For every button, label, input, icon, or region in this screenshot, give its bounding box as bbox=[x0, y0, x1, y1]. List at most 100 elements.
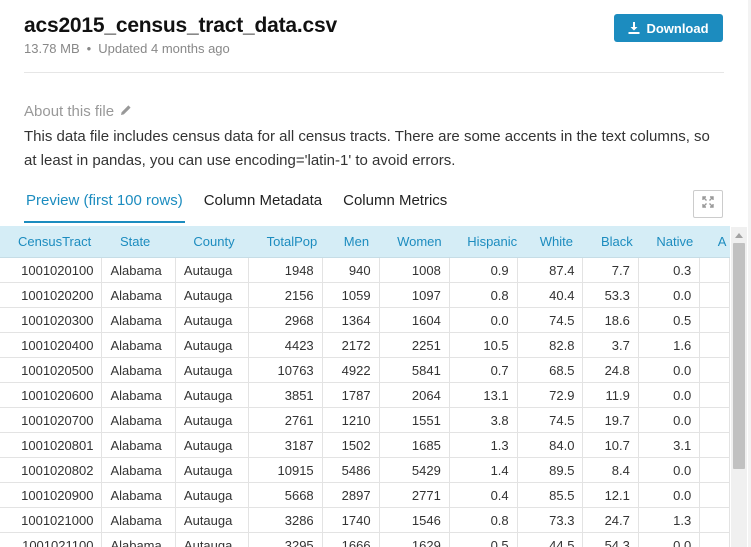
table-row[interactable]: 1001020900 Alabama Autauga 5668 2897 2771 0.4 8… bbox=[0, 482, 730, 508]
table-cell: 5486 bbox=[322, 457, 380, 483]
file-size: 13.78 MB bbox=[24, 41, 80, 56]
table-cell: Alabama bbox=[101, 282, 176, 308]
tab-column-metrics[interactable]: Column Metrics bbox=[343, 192, 448, 209]
column-header[interactable]: CensusTract bbox=[0, 226, 102, 258]
column-header[interactable]: State bbox=[101, 226, 176, 258]
table-cell bbox=[699, 357, 730, 383]
table-cell: 0.8 bbox=[449, 507, 518, 533]
table-cell: 72.9 bbox=[517, 382, 584, 408]
page-edge bbox=[748, 0, 751, 547]
download-button[interactable]: Download bbox=[614, 14, 723, 42]
column-header[interactable]: Hispanic bbox=[449, 226, 518, 258]
table-cell: 3.1 bbox=[638, 432, 701, 458]
table-cell: 8.4 bbox=[582, 457, 639, 483]
table-cell: 3.7 bbox=[582, 332, 639, 358]
scrollbar-thumb[interactable] bbox=[733, 243, 745, 469]
table-row[interactable]: 1001020600 Alabama Autauga 3851 1787 2064 13.1… bbox=[0, 382, 730, 408]
table-cell bbox=[699, 482, 730, 508]
table-cell: 1.4 bbox=[449, 457, 518, 483]
data-preview-grid[interactable]: CensusTract State County TotalPop Men Wo… bbox=[0, 226, 730, 547]
about-heading: About this file bbox=[24, 103, 132, 120]
column-header[interactable]: County bbox=[175, 226, 249, 258]
table-cell: Alabama bbox=[101, 507, 176, 533]
table-cell: Autauga bbox=[175, 257, 250, 283]
table-cell: Alabama bbox=[101, 382, 176, 408]
tab-column-metadata[interactable]: Column Metadata bbox=[203, 192, 323, 209]
table-row[interactable]: 1001020801 Alabama Autauga 3187 1502 1685 1.3 8… bbox=[0, 432, 730, 458]
table-cell: 89.5 bbox=[517, 457, 584, 483]
table-cell: 0.7 bbox=[449, 357, 518, 383]
table-cell: 1001020900 bbox=[0, 482, 103, 508]
table-cell: 7.7 bbox=[582, 257, 639, 283]
tab-preview[interactable]: Preview (first 100 rows) bbox=[24, 192, 185, 223]
table-row[interactable]: 1001020500 Alabama Autauga 10763 4922 5841 0.7… bbox=[0, 357, 730, 383]
table-row[interactable]: 1001020300 Alabama Autauga 2968 1364 1604 0.0 7… bbox=[0, 307, 730, 333]
table-cell: 3851 bbox=[248, 382, 323, 408]
table-cell: 2968 bbox=[248, 307, 323, 333]
table-cell: 87.4 bbox=[517, 257, 584, 283]
column-header[interactable]: White bbox=[517, 226, 583, 258]
table-row[interactable]: 1001021000 Alabama Autauga 3286 1740 1546 0.8 7… bbox=[0, 507, 730, 533]
edit-pencil-icon[interactable] bbox=[120, 103, 132, 120]
table-cell bbox=[699, 282, 730, 308]
table-cell: 1787 bbox=[322, 382, 380, 408]
table-cell: 3187 bbox=[248, 432, 323, 458]
table-cell: 1001020500 bbox=[0, 357, 103, 383]
table-cell: 2156 bbox=[248, 282, 323, 308]
table-cell: 0.0 bbox=[638, 532, 701, 547]
table-row[interactable]: 1001020802 Alabama Autauga 10915 5486 5429 1.4… bbox=[0, 457, 730, 483]
table-row[interactable]: 1001020400 Alabama Autauga 4423 2172 2251 10.5… bbox=[0, 332, 730, 358]
table-cell: Alabama bbox=[101, 332, 176, 358]
table-cell bbox=[699, 532, 730, 547]
table-cell bbox=[699, 382, 730, 408]
table-cell: 1001020801 bbox=[0, 432, 103, 458]
table-cell: 1364 bbox=[322, 307, 380, 333]
vertical-scrollbar[interactable] bbox=[731, 227, 747, 547]
table-cell: 1.6 bbox=[638, 332, 701, 358]
table-cell: 1210 bbox=[322, 407, 380, 433]
column-header[interactable]: Men bbox=[322, 226, 380, 258]
table-row[interactable]: 1001021100 Alabama Autauga 3295 1666 1629 0.5 4… bbox=[0, 532, 730, 547]
table-cell: 1001020100 bbox=[0, 257, 103, 283]
table-cell: 10763 bbox=[248, 357, 323, 383]
table-cell: 68.5 bbox=[517, 357, 584, 383]
table-cell: Autauga bbox=[175, 432, 250, 458]
table-cell: 44.5 bbox=[517, 532, 584, 547]
table-cell: 5841 bbox=[379, 357, 450, 383]
table-cell: 84.0 bbox=[517, 432, 584, 458]
table-cell bbox=[699, 407, 730, 433]
table-cell: Autauga bbox=[175, 382, 250, 408]
table-cell: Autauga bbox=[175, 332, 250, 358]
column-header[interactable]: Women bbox=[379, 226, 450, 258]
table-cell: 1551 bbox=[379, 407, 450, 433]
table-row[interactable]: 1001020100 Alabama Autauga 1948 940 1008 0.9 87… bbox=[0, 257, 730, 283]
table-cell: 0.3 bbox=[638, 257, 701, 283]
table-cell: 0.0 bbox=[638, 457, 701, 483]
table-cell: 1008 bbox=[379, 257, 450, 283]
table-cell bbox=[699, 332, 730, 358]
table-cell: 1059 bbox=[322, 282, 380, 308]
table-cell: 40.4 bbox=[517, 282, 584, 308]
table-cell: 0.5 bbox=[449, 532, 518, 547]
column-header[interactable]: Black bbox=[582, 226, 639, 258]
table-cell bbox=[699, 307, 730, 333]
column-header[interactable]: A bbox=[699, 226, 730, 258]
table-cell: 0.0 bbox=[449, 307, 518, 333]
table-cell: 0.0 bbox=[638, 407, 701, 433]
table-cell: 1001021000 bbox=[0, 507, 103, 533]
table-cell: 73.3 bbox=[517, 507, 584, 533]
column-header[interactable]: Native bbox=[638, 226, 700, 258]
table-row[interactable]: 1001020200 Alabama Autauga 2156 1059 1097 0.8 4… bbox=[0, 282, 730, 308]
table-cell: Autauga bbox=[175, 307, 250, 333]
table-row[interactable]: 1001020700 Alabama Autauga 2761 1210 1551 3.8 7… bbox=[0, 407, 730, 433]
table-cell: 1629 bbox=[379, 532, 450, 547]
expand-button[interactable] bbox=[693, 190, 723, 218]
file-title: acs2015_census_tract_data.csv bbox=[24, 14, 337, 37]
table-cell: 74.5 bbox=[517, 407, 584, 433]
scroll-up-arrow-icon[interactable] bbox=[731, 233, 747, 243]
table-cell: Alabama bbox=[101, 457, 176, 483]
table-cell: 1604 bbox=[379, 307, 450, 333]
data-table: CensusTract State County TotalPop Men Wo… bbox=[0, 226, 730, 547]
table-cell: 0.8 bbox=[449, 282, 518, 308]
column-header[interactable]: TotalPop bbox=[248, 226, 323, 258]
